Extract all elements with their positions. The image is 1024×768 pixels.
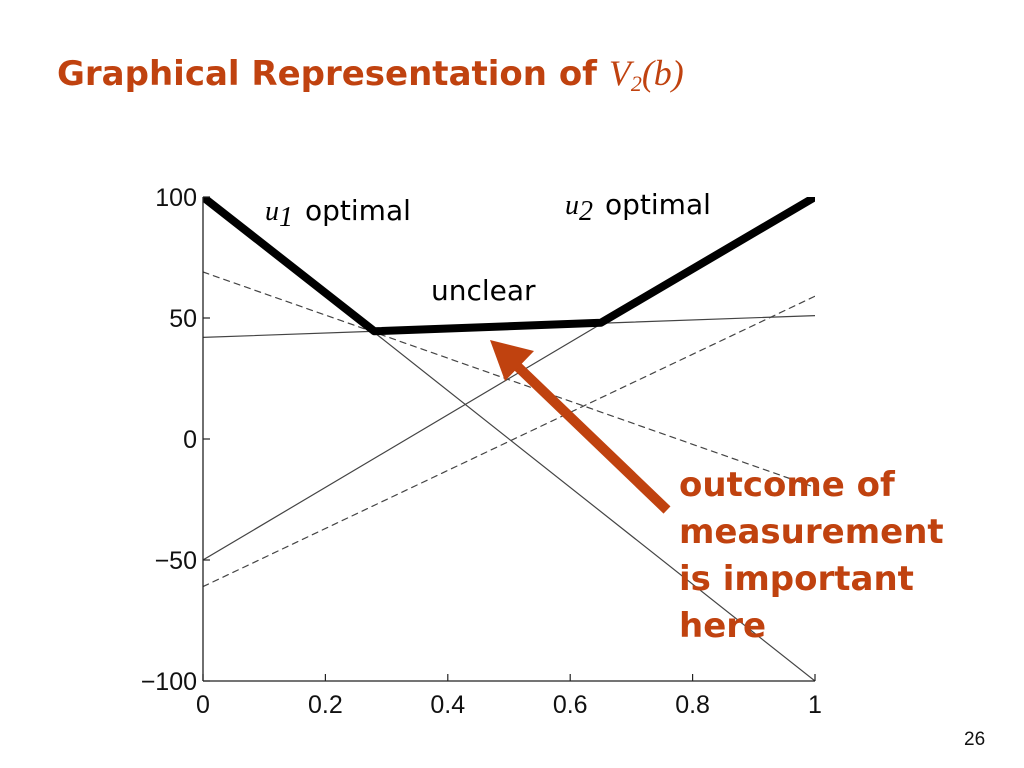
x-tick-label: 0.8: [675, 691, 710, 719]
title-math-sub: 2: [630, 71, 642, 96]
y-tick-label: 100: [155, 184, 197, 212]
u1-subscript: 1: [279, 202, 293, 233]
u1-optimal-text: optimal: [305, 194, 411, 227]
callout-line-1: outcome of: [679, 465, 895, 505]
u1-symbol: u: [265, 196, 279, 227]
x-tick-label: 0.6: [553, 691, 588, 719]
u2-optimal-label: u2 optimal: [565, 188, 711, 227]
u2-subscript: 2: [579, 196, 593, 227]
value-function-line: [203, 197, 815, 336]
title-math: V2(b): [608, 53, 684, 96]
y-tick-label: −100: [141, 668, 197, 696]
x-tick-label: 0.2: [308, 691, 343, 719]
x-tick-label: 0: [196, 691, 210, 719]
y-tick-label: 50: [169, 305, 197, 333]
x-tick-label: 1: [808, 691, 822, 719]
x-tick-label: 0.4: [430, 691, 465, 719]
u1-optimal-label: u1 optimal: [265, 194, 411, 233]
unclear-label: unclear: [431, 274, 536, 307]
u2-optimal-text: optimal: [605, 188, 711, 221]
slide-title: Graphical Representation of V2(b): [57, 52, 684, 97]
callout-line-2: measurement: [679, 512, 944, 552]
title-math-main: V: [608, 53, 631, 93]
callout-line-4: here: [679, 606, 767, 646]
title-text: Graphical Representation of: [57, 54, 609, 94]
series-line-4: [203, 271, 815, 488]
y-tick-label: −50: [155, 547, 197, 575]
callout-arrow-shaft: [513, 362, 671, 514]
title-math-arg: (b): [641, 53, 684, 93]
u2-symbol: u: [565, 190, 579, 221]
page-number: 26: [964, 729, 986, 750]
series-line-5: [203, 295, 815, 588]
measurement-callout: outcome of measurement is important here: [679, 462, 944, 650]
y-tick-label: 0: [183, 426, 197, 454]
callout-arrow-head: [490, 340, 534, 381]
annotation-layer: u1 optimal u2 optimal unclear: [265, 188, 711, 514]
callout-line-3: is important: [679, 559, 914, 599]
series-layer: [203, 197, 815, 681]
